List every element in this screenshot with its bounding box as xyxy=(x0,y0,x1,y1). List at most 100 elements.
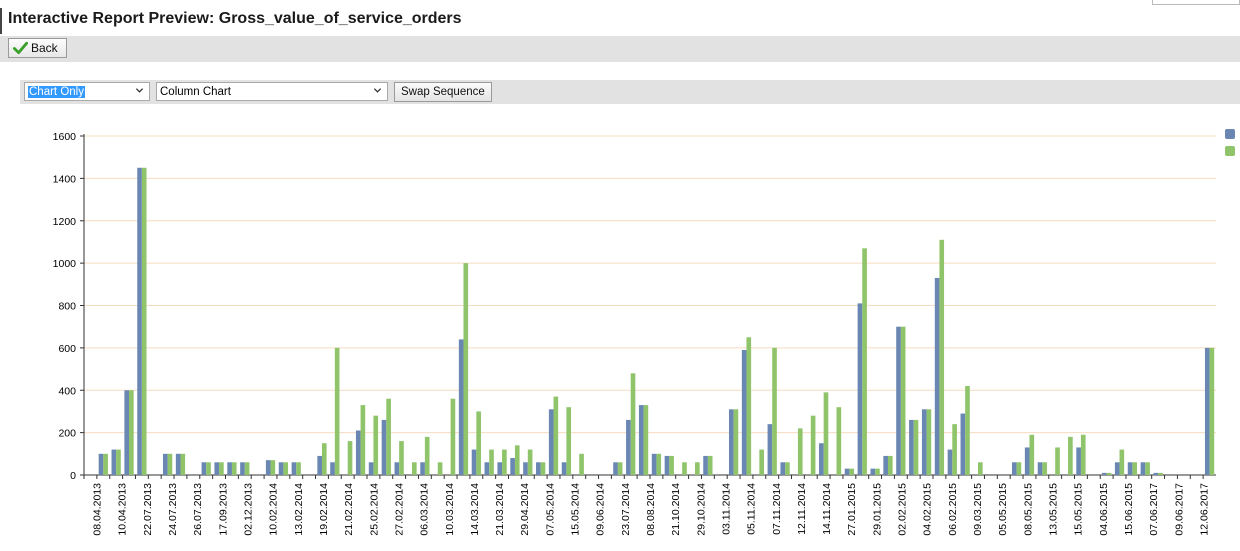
bar-series-1 xyxy=(934,277,940,475)
y-tick-label: 800 xyxy=(58,301,76,313)
bar-series-2 xyxy=(373,415,379,475)
bar-series-1 xyxy=(536,462,541,475)
bar-series-2 xyxy=(926,409,932,475)
bar-series-2 xyxy=(785,462,790,475)
x-tick-label: 21.02.2014 xyxy=(343,483,355,536)
x-tick-label: 29.01.2015 xyxy=(871,483,883,536)
x-tick-label: 09.06.2017 xyxy=(1173,483,1185,536)
bar-series-2 xyxy=(231,462,237,475)
x-tick-label: 08.08.2014 xyxy=(645,483,657,536)
bar-series-1 xyxy=(394,462,400,475)
bar-series-2 xyxy=(360,405,366,475)
bar-series-2 xyxy=(129,390,134,475)
bar-series-2 xyxy=(887,455,893,475)
bar-series-2 xyxy=(489,449,494,475)
chart-area: 0 200 400 600 800 1000 1200 1400 1600 08.04.2013 1… xyxy=(0,112,1240,551)
bar-series-2 xyxy=(978,462,983,475)
bar-series-2 xyxy=(797,428,803,475)
bar-series-1 xyxy=(98,453,104,475)
x-tick-label: 07.11.2014 xyxy=(771,483,783,535)
bar-series-1 xyxy=(1024,447,1030,475)
chart-type-value: Column Chart xyxy=(160,85,231,98)
bar-series-2 xyxy=(334,347,340,475)
x-tick-label: 27.02.2014 xyxy=(393,483,405,536)
bar-series-2 xyxy=(296,462,301,475)
bar-series-2 xyxy=(1106,472,1112,475)
top-right-control[interactable] xyxy=(1152,0,1240,5)
bar-series-2 xyxy=(836,407,842,475)
x-tick-label: 02.12.2013 xyxy=(243,483,255,536)
bar-series-1 xyxy=(458,339,464,475)
x-tick-label: 21.10.2014 xyxy=(670,483,682,536)
bar-series-1 xyxy=(381,419,387,475)
x-tick-label: 21.03.2014 xyxy=(494,483,506,536)
bar-series-2 xyxy=(527,449,533,475)
chart-type-select[interactable]: Column Chart xyxy=(156,82,388,101)
x-tick-label: 08.04.2013 xyxy=(92,483,104,536)
bar-series-1 xyxy=(111,449,117,475)
bar-series-2 xyxy=(180,453,186,475)
bar-series-2 xyxy=(913,419,919,475)
checkmark-icon xyxy=(13,41,28,55)
bar-series-2 xyxy=(424,436,430,475)
bar-series-1 xyxy=(1037,462,1043,475)
bar-series-1 xyxy=(1204,347,1210,475)
y-tick-label: 1200 xyxy=(53,216,77,228)
bar-series-2 xyxy=(386,398,391,475)
bar-series-2 xyxy=(1055,447,1060,475)
bar-series-2 xyxy=(1029,434,1035,475)
x-tick-label: 14.11.2014 xyxy=(821,483,833,535)
x-tick-label: 02.02.2015 xyxy=(897,483,909,536)
bar-series-1 xyxy=(664,455,670,475)
bar-series-1 xyxy=(368,462,374,475)
bar-series-1 xyxy=(162,453,168,475)
bar-series-1 xyxy=(227,462,232,475)
x-tick-label: 27.01.2015 xyxy=(846,483,858,536)
x-tick-label: 10.02.2014 xyxy=(268,483,280,536)
bar-series-2 xyxy=(167,453,173,475)
bar-series-2 xyxy=(1042,462,1047,475)
x-tick-label: 07.06.2017 xyxy=(1148,483,1160,536)
title-left-edge xyxy=(0,8,2,34)
bar-series-1 xyxy=(703,455,708,475)
bar-series-1 xyxy=(921,409,927,475)
bar-series-2 xyxy=(875,468,880,475)
bar-series-2 xyxy=(103,453,108,475)
x-tick-label: 12.06.2017 xyxy=(1198,483,1210,536)
bar-series-1 xyxy=(240,462,245,475)
y-tick-label: 400 xyxy=(58,385,76,397)
bar-series-1 xyxy=(741,349,747,475)
bar-series-2 xyxy=(1119,449,1125,475)
bar-series-2 xyxy=(219,462,224,475)
bar-series-1 xyxy=(330,462,335,475)
x-tick-label: 15.05.2015 xyxy=(1073,483,1085,536)
y-tick-label: 200 xyxy=(58,428,76,440)
bar-series-1 xyxy=(613,462,618,475)
bar-series-2 xyxy=(617,462,623,475)
bar-series-1 xyxy=(278,462,284,475)
x-tick-label: 29.04.2014 xyxy=(519,483,531,536)
bar-series-2 xyxy=(695,462,700,475)
bar-series-1 xyxy=(471,449,477,475)
bar-series-1 xyxy=(214,462,220,475)
bar-series-1 xyxy=(317,455,322,475)
bar-series-2 xyxy=(849,468,855,475)
view-mode-select[interactable]: Chart Only xyxy=(24,82,150,101)
bar-series-2 xyxy=(321,443,327,475)
back-button[interactable]: Back xyxy=(8,38,67,58)
x-tick-label: 15.05.2014 xyxy=(570,483,582,536)
bar-series-1 xyxy=(523,462,528,475)
bar-series-1 xyxy=(870,468,876,475)
x-tick-label: 05.05.2015 xyxy=(997,483,1009,536)
x-tick-label: 29.10.2014 xyxy=(695,483,707,536)
bar-series-2 xyxy=(759,449,764,475)
bar-series-2 xyxy=(1016,462,1022,475)
x-tick-label: 09.06.2014 xyxy=(595,483,607,536)
bar-series-2 xyxy=(643,405,649,475)
x-tick-label: 08.05.2015 xyxy=(1022,483,1034,536)
bar-series-2 xyxy=(1132,462,1138,475)
chevron-down-icon xyxy=(373,88,382,93)
bar-series-1 xyxy=(1153,472,1159,475)
swap-sequence-button[interactable]: Swap Sequence xyxy=(394,82,492,102)
x-tick-label: 04.06.2015 xyxy=(1098,483,1110,536)
